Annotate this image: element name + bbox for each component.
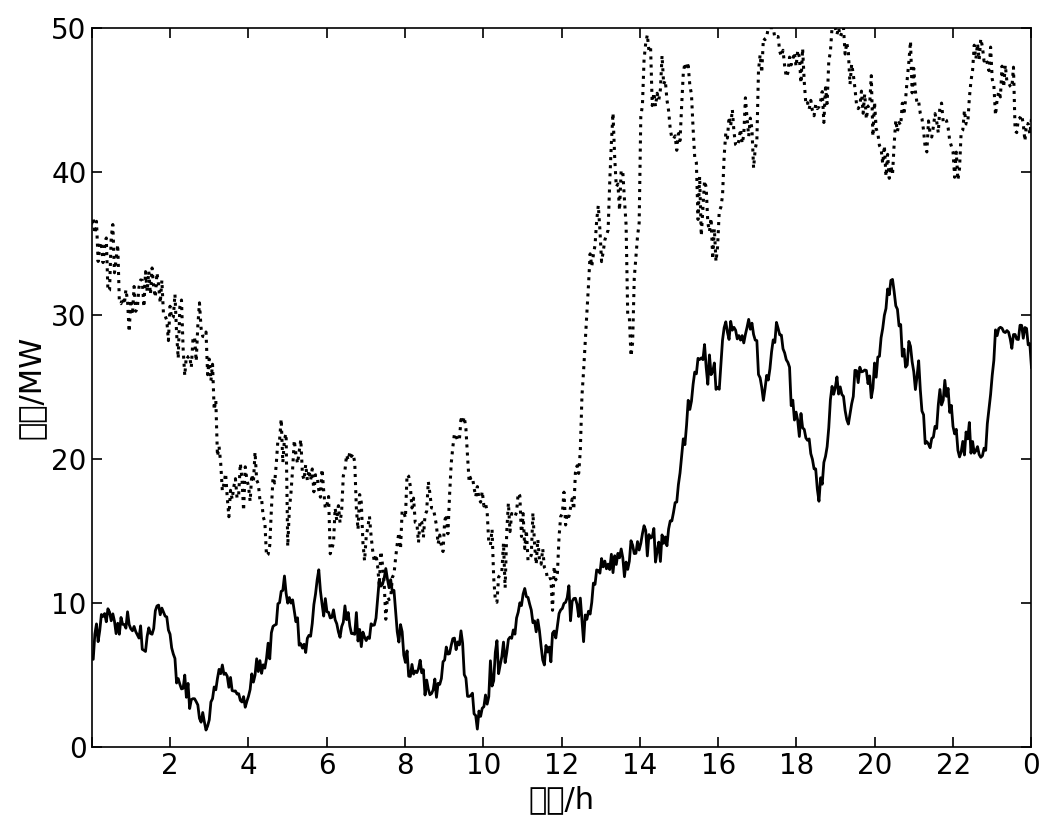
Y-axis label: 出力/MW: 出力/MW (17, 336, 45, 439)
X-axis label: 时间/h: 时间/h (528, 785, 595, 814)
